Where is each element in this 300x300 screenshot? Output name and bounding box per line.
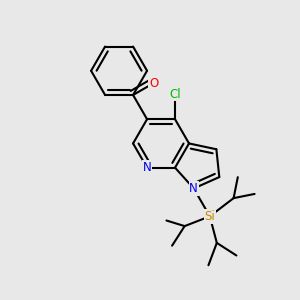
Text: N: N — [143, 161, 152, 174]
Text: Cl: Cl — [169, 88, 181, 100]
Text: O: O — [149, 76, 158, 90]
Text: N: N — [189, 182, 198, 195]
Text: Si: Si — [205, 210, 215, 223]
